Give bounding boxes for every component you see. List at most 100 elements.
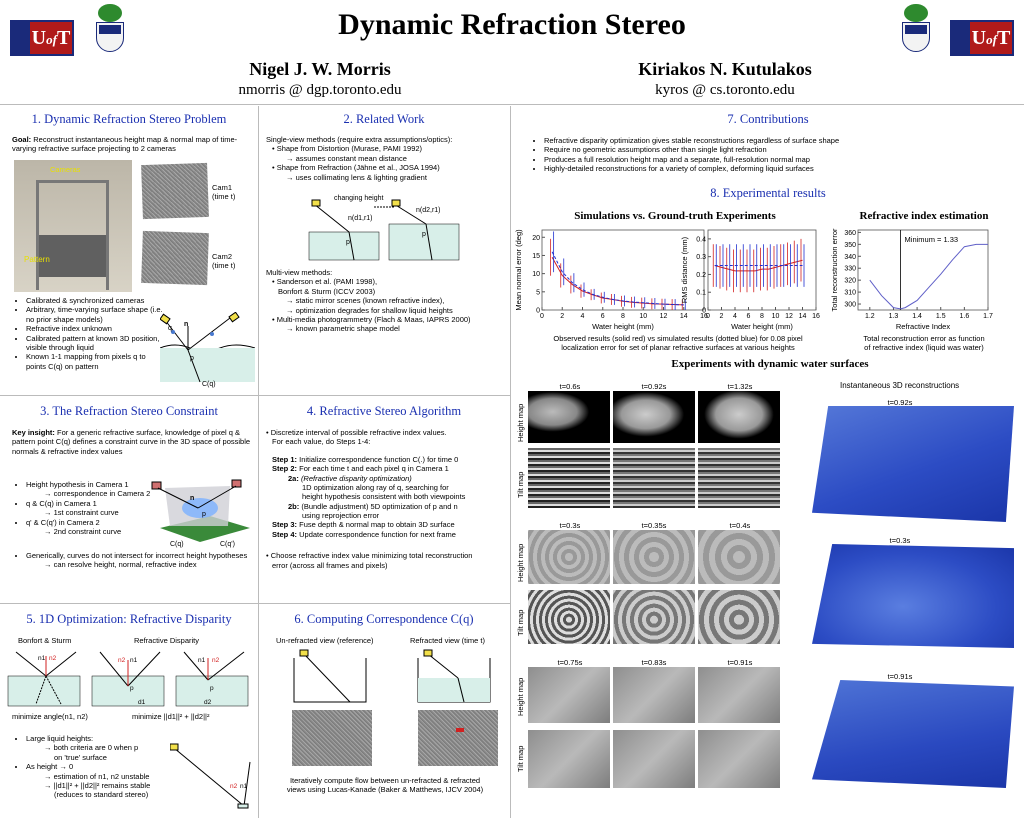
y-tick-label: 0.4 [696,236,706,243]
r2-height-2 [613,530,695,584]
section-2-single: Single-view methods (require extra assum… [266,135,453,182]
goal-text: Reconstruct instantaneous height map & n… [12,135,238,154]
constraint-diagram: n p C(q) C(q') [151,479,250,548]
author-1: Nigel J. W. Morris nmorris @ dgp.toronto… [200,58,440,99]
section-4-body: • Discretize interval of possible refrac… [266,428,473,570]
unref-diagram [293,649,367,703]
r2-height-3 [698,530,780,584]
x-tick-label: 0 [540,313,544,320]
r2-t1: t=0.3s [559,521,581,530]
r3-tilt-1 [528,730,610,788]
x-tick-label: 14 [680,313,688,320]
ref-diagram [417,649,491,703]
r2-t3: t=0.4s [729,521,751,530]
plot-area [857,229,989,311]
y-tick-label: 340 [844,254,856,261]
section-2-title: 2. Related Work [343,112,425,126]
section-1-title: 1. Dynamic Refraction Stereo Problem [31,112,227,126]
section-2-multi: Multi-view methods: • Sanderson et al. (… [266,268,471,334]
cam2-label: Cam2 (time t) [212,252,236,271]
section-7-bullets: Refractive disparity optimization gives … [532,136,1012,174]
svg-text:d2: d2 [204,699,212,706]
svg-text:p: p [130,685,134,692]
r3-recon [812,680,1014,788]
r1-tilt-3 [698,448,780,508]
p-label: p [190,355,194,362]
x-axis-label: Water height (mm) [731,322,793,331]
section-5-bullets: Large liquid heights: → both criteria ar… [14,734,184,800]
bonfort-label: Bonfort & Sturm [18,636,72,645]
y-tick-label: 10 [532,271,540,278]
s1-bullet-3: Calibrated pattern at known 3D position,… [26,334,164,353]
section-6-title: 6. Computing Correspondence C(q) [294,612,474,626]
svg-text:n2: n2 [118,657,126,664]
s7-bullet-1: Require no geometric assumptions other t… [544,145,1012,154]
stereo-diagram: n2 n1 [170,743,251,809]
x-tick-label: 1.2 [865,313,875,320]
r1-height-1 [528,391,610,443]
s1-bullet-0: Calibrated & synchronized cameras [26,296,164,305]
r2-tilt-label: Tilt map [516,609,525,636]
x-tick-label: 4 [581,313,585,320]
ref-label: Refracted view (time t) [410,636,486,645]
svg-text:n2: n2 [230,783,238,790]
y-tick-label: 0.1 [696,290,706,297]
n-label: n [184,321,188,328]
header-divider [0,104,1024,105]
cameras-label: Cameras [50,165,81,174]
unref-label: Un-refracted view (reference) [276,636,374,645]
author-2: Kiriakos N. Kutulakos kyros @ cs.toronto… [590,58,860,99]
y-tick-label: 15 [532,253,540,260]
row-divider-1 [0,395,510,396]
s7-bullet-2: Produces a full resolution height map an… [544,155,1012,164]
plot-area [541,229,705,311]
svg-text:p: p [210,685,214,692]
series-line-1 [551,251,684,306]
r1-t2: t=0.92s [641,382,667,391]
svg-text:n1: n1 [198,657,206,664]
r2-recon-label: t=0.3s [889,536,911,545]
y-axis-label: RMS distance (mm) [680,236,689,303]
x-axis-label: Water height (mm) [592,322,654,331]
x-tick-label: 16 [812,313,820,320]
r3-t1: t=0.75s [557,658,583,667]
r3-height-1 [528,667,610,723]
svg-text:p: p [346,239,350,246]
r3-t2: t=0.83s [641,658,667,667]
r1-height-3 [698,391,780,443]
r3-height-3 [698,667,780,723]
r3-tilt-3 [698,730,780,788]
s1-bullet-4: Known 1-1 mapping from pixels q to point… [26,352,164,371]
y-tick-label: 5 [536,289,540,296]
x-tick-label: 1.3 [889,313,899,320]
author-2-name: Kiriakos N. Kutulakos [638,59,812,79]
section-3-bullet-4: Generically, curves do not intersect for… [14,551,250,570]
svg-text:p: p [422,231,426,238]
section-1-goal: Goal: Reconstruct instantaneous height m… [12,135,252,154]
svg-text:p: p [202,511,206,518]
x-tick-label: 1.7 [983,313,993,320]
r1-tilt-1 [528,448,610,508]
svg-text:n: n [190,495,194,502]
changing-height-diagram: changing height n(d1,r1) n(d2,r1) p p [308,195,460,261]
r3-tilt-label: Tilt map [516,745,525,772]
y-tick-label: 310 [844,290,856,297]
min-angle-label: minimize angle(n1, n2) [12,712,88,721]
y-axis-label: Total reconstruction error [830,228,839,311]
row-divider-2 [0,603,510,604]
y-tick-label: 350 [844,242,856,249]
x-tick-label: 4 [733,313,737,320]
svg-text:C(q): C(q) [170,541,184,548]
goal-label: Goal: [12,135,32,144]
disparity-diagrams: n1 n2 n2 n1 pd1 n1 n2 pd2 [7,651,249,707]
svg-text:n1: n1 [38,655,46,662]
x-tick-label: 16 [700,313,708,320]
section-3-bullets: Height hypothesis in Camera 1 → correspo… [14,480,164,536]
setup-photo: Cameras Pattern [14,160,132,292]
r1-t3: t=1.32s [727,382,753,391]
crest-logo-left [92,4,128,60]
s1-bullet-1: Arbitrary, time-varying surface shape (i… [26,305,164,324]
section-7-title: 7. Contributions [727,112,809,126]
section-3-key: Key insight: For a generic refractive su… [12,428,251,456]
